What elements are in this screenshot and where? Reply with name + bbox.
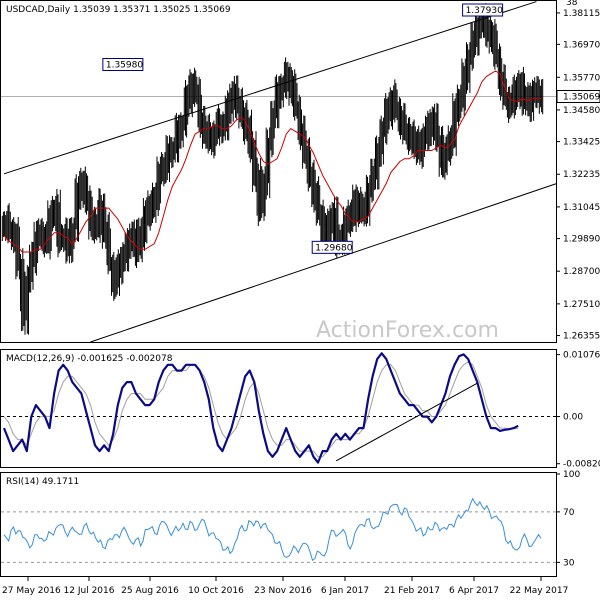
x-tick-label: 21 Feb 2017: [384, 586, 440, 596]
watermark: ActionForex.com: [316, 318, 499, 343]
price-bars: [1, 3, 544, 335]
annotation-box: [311, 240, 353, 254]
macd-panel-title: MACD(12,26,9) -0.001625 -0.002078: [6, 354, 173, 364]
price-tick-label: 1.31045: [563, 203, 600, 213]
channel-upper-line: [3, 1, 537, 175]
rsi-panel-title: RSI(14) 49.1711: [6, 477, 79, 487]
macd-line: [2, 352, 519, 464]
price-tick-label: 1.36970: [563, 40, 600, 50]
rsi-tick-label: 100: [563, 470, 580, 480]
x-tick-label: 6 Apr 2017: [449, 586, 499, 596]
x-tick-label: 27 May 2016: [2, 586, 61, 596]
macd-trendline: [335, 382, 478, 462]
price-tick-label: 1.26355: [563, 332, 600, 342]
price-annotation: 1.37930: [462, 3, 504, 17]
moving-average-line: [3, 70, 541, 253]
rsi-tick-label: 70: [563, 508, 575, 518]
price-plot: 1.35980 1.29680 1.37930: [1, 1, 557, 343]
annotation-label: 1.29680: [315, 243, 352, 253]
annotation-label: 1.37930: [466, 6, 503, 16]
macd-tick-label: 0.00: [563, 413, 583, 423]
x-tick-label: 25 Aug 2016: [121, 586, 179, 596]
x-tick-label: 6 Jan 2017: [321, 586, 369, 596]
price-tick-label: 1.35770: [563, 73, 600, 83]
macd-panel-frame: [0, 349, 557, 468]
price-tick-label: 1.29890: [563, 235, 600, 245]
macd-tick-label: -0.008203: [563, 460, 600, 470]
annotation-label: 1.35980: [106, 61, 143, 71]
price-tick-label: 1.32235: [563, 170, 600, 180]
current-price-box: [556, 89, 600, 103]
rsi-line: [3, 497, 542, 562]
x-tick-label: 22 May 2017: [510, 586, 569, 596]
price-tick-label: 1.27510: [563, 300, 600, 310]
price-panel-title: USDCAD,Daily 1.35039 1.35371 1.35025 1.3…: [6, 5, 231, 15]
macd-plot: [1, 352, 556, 464]
x-tick-label: 23 Nov 2016: [254, 586, 312, 596]
channel-lower-line: [90, 183, 557, 343]
price-panel-frame: [0, 0, 557, 343]
annotation-box: [462, 3, 504, 17]
annotation-box: [102, 58, 144, 72]
macd-signal-line: [3, 361, 519, 458]
price-annotation: 1.35980: [102, 58, 144, 72]
x-tick-label: 12 Jul 2016: [64, 586, 115, 596]
rsi-plot: [1, 497, 556, 563]
price-tick-label: 1.28700: [563, 267, 600, 277]
rsi-panel-frame: [0, 472, 557, 577]
rsi-tick-label: 30: [563, 558, 575, 568]
price-tick-label: 1.33425: [563, 138, 600, 148]
x-tick-label: 10 Oct 2016: [188, 586, 244, 596]
price-tick-label: 1.38115: [563, 9, 600, 19]
price-annotation: 1.29680: [311, 240, 353, 254]
macd-tick-label: 0.010768: [563, 351, 600, 361]
top-partial-label: 38: [566, 0, 578, 8]
current-price-label: 1.35069: [563, 92, 600, 102]
price-tick-label: 1.34580: [563, 106, 600, 116]
axes: 1.38115 1.36970 1.35770 1.34580 1.33425 1.322…: [2, 9, 600, 596]
